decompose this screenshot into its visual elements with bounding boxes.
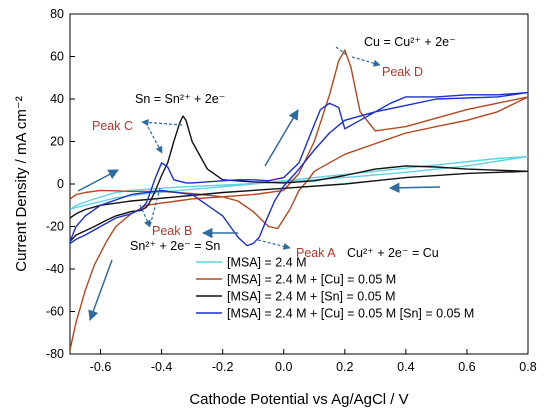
scan-direction-arrow (388, 182, 441, 194)
annotation-peak-c: Peak C (92, 119, 133, 133)
x-axis-title: Cathode Potential vs Ag/AgCl / V (189, 391, 408, 408)
annotation-peak-d: Peak D (382, 65, 423, 79)
y-tick-label: 80 (50, 7, 64, 21)
scan-direction-arrow (88, 259, 113, 321)
y-tick-label: 0 (57, 177, 64, 191)
annotation-cu-reduction: Cu²⁺ + 2e⁻ = Cu (347, 246, 439, 260)
legend-label: [MSA] = 2.4 M + [Cu] = 0.05 M (227, 273, 396, 287)
y-tick-label: -20 (46, 220, 64, 234)
x-tick-label: -0.6 (90, 360, 112, 374)
y-tick-label: -80 (46, 347, 64, 361)
series-layer (70, 49, 528, 350)
x-tick-label: 0.4 (397, 360, 414, 374)
series-line-1 (70, 155, 528, 211)
annotation-sn-oxidation: Sn = Sn²⁺ + 2e⁻ (135, 92, 225, 106)
y-tick-label: -60 (46, 305, 64, 319)
scan-direction-arrow (77, 169, 119, 192)
y-axis-title: Current Density / mA cm⁻² (13, 96, 30, 271)
x-tick-label: 0.2 (336, 360, 353, 374)
x-tick-label: -0.4 (151, 360, 173, 374)
y-tick-label: 40 (50, 92, 64, 106)
chart-legend: [MSA] = 2.4 M [MSA] = 2.4 M + [Cu] = 0.05… (196, 256, 474, 321)
series-line-2 (70, 49, 528, 350)
annotation-peak-a: Peak A (296, 246, 336, 260)
x-tick-label: 0.0 (275, 360, 292, 374)
peak-b-leader (139, 204, 151, 228)
y-tick-label: 20 (50, 135, 64, 149)
annotation-cu-oxidation: Cu = Cu²⁺ + 2e⁻ (364, 35, 456, 49)
x-tick-label: 0.6 (458, 360, 475, 374)
peak-b-leader (149, 187, 161, 227)
peak-d-leader (351, 56, 381, 67)
legend-label: [MSA] = 2.4 M + [Cu] = 0.05 M [Sn] = 0.0… (227, 307, 474, 321)
x-tick-label: 0.8 (519, 360, 536, 374)
peak-a-leader (257, 239, 291, 250)
y-tick-label: -40 (46, 262, 64, 276)
legend-label: [MSA] = 2.4 M + [Sn] = 0.05 M (227, 290, 395, 304)
x-tick-label: -0.2 (212, 360, 234, 374)
annotation-sn-reduction: Sn²⁺ + 2e⁻ = Sn (130, 239, 220, 253)
axes-group: -0.6 -0.4 -0.2 0.0 0.2 0.4 0.6 0.8 -80 -60 -40 -20 0… (46, 7, 537, 374)
direction-arrows (77, 46, 441, 321)
peak-d-leader (335, 46, 349, 57)
scan-direction-arrow (264, 109, 299, 167)
annotation-peak-b: Peak B (152, 224, 192, 238)
series-line-4 (70, 91, 528, 247)
legend-label: [MSA] = 2.4 M (227, 256, 307, 270)
peak-c-leader (141, 118, 183, 127)
peak-c-leader (147, 126, 163, 154)
y-tick-label: 60 (50, 50, 64, 64)
